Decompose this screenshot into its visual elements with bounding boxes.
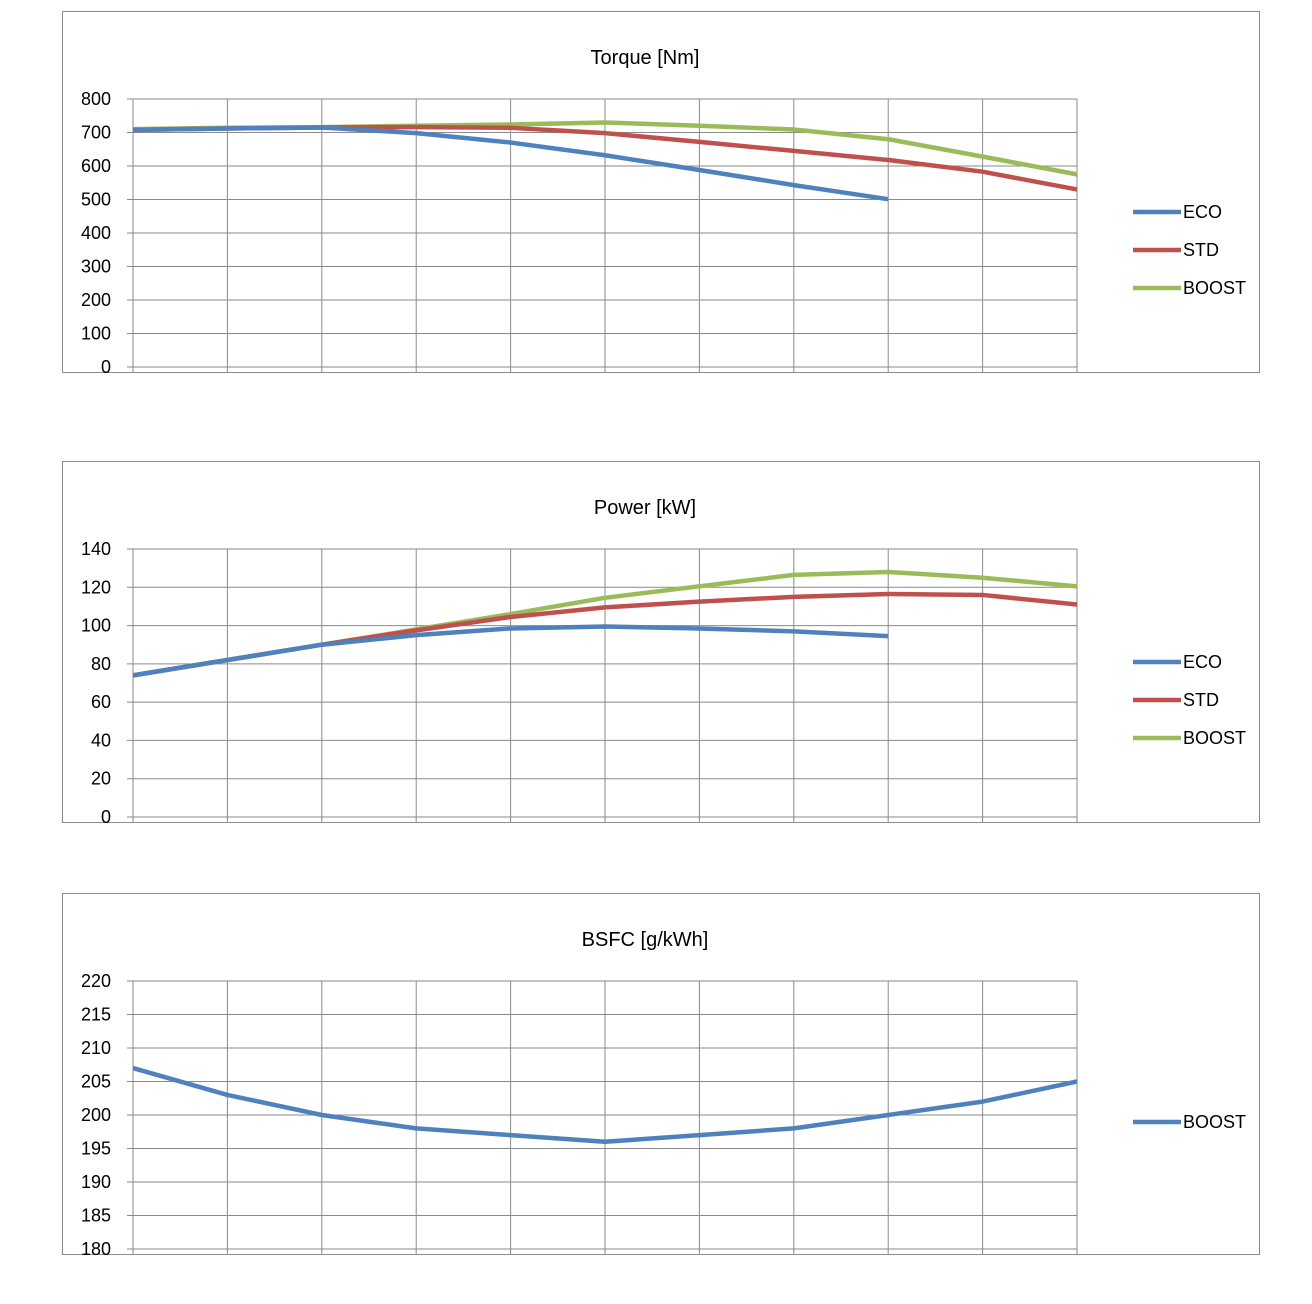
torque-y-tick-label: 500 (81, 190, 111, 210)
bsfc-series-boost-line (132, 1065, 1078, 1145)
torque-y-tick-label: 200 (81, 290, 111, 310)
torque-chart-title: Torque [Nm] (591, 47, 700, 69)
power-legend-label-boost: BOOST (1183, 728, 1246, 748)
power-y-tick-label: 20 (91, 769, 111, 789)
power-y-tick-label: 60 (91, 692, 111, 712)
power-y-tick-label: 80 (91, 654, 111, 674)
bsfc-legend-label-boost: BOOST (1183, 1112, 1246, 1132)
bsfc-chart-title: BSFC [g/kWh] (582, 929, 709, 951)
bsfc-chart-svg: BSFC [g/kWh]1801851901952002052102152201… (81, 929, 1246, 1256)
power-y-tick-label: 40 (91, 730, 111, 750)
torque-legend-label-boost: BOOST (1183, 278, 1246, 298)
torque-y-tick-label: 800 (81, 89, 111, 109)
power-chart-title: Power [kW] (594, 497, 696, 519)
torque-y-tick-label: 0 (101, 357, 111, 374)
torque-y-tick-label: 300 (81, 257, 111, 277)
torque-legend-label-std: STD (1183, 240, 1219, 260)
power-y-tick-label: 0 (101, 807, 111, 824)
bsfc-y-tick-label: 185 (81, 1206, 111, 1226)
power-series-eco-line (132, 624, 889, 678)
power-y-tick-label: 100 (81, 616, 111, 636)
power-chart-svg: Power [kW]020406080100120140100011001200… (81, 497, 1246, 824)
bsfc-y-tick-label: 220 (81, 971, 111, 991)
torque-y-tick-label: 100 (81, 324, 111, 344)
torque-chart: Torque [Nm]01002003004005006007008001000… (62, 11, 1260, 374)
bsfc-chart: BSFC [g/kWh]1801851901952002052102152201… (62, 893, 1260, 1256)
power-chart: Power [kW]020406080100120140100011001200… (62, 461, 1260, 824)
bsfc-y-tick-label: 195 (81, 1139, 111, 1159)
bsfc-y-tick-label: 205 (81, 1072, 111, 1092)
power-y-tick-label: 140 (81, 539, 111, 559)
bsfc-y-tick-label: 190 (81, 1172, 111, 1192)
power-legend-label-std: STD (1183, 690, 1219, 710)
torque-legend-label-eco: ECO (1183, 202, 1222, 222)
torque-y-tick-label: 600 (81, 156, 111, 176)
bsfc-y-tick-label: 210 (81, 1038, 111, 1058)
torque-series-eco-line (132, 125, 889, 202)
power-legend-label-eco: ECO (1183, 652, 1222, 672)
power-y-tick-label: 120 (81, 577, 111, 597)
torque-y-tick-label: 700 (81, 123, 111, 143)
bsfc-y-tick-label: 200 (81, 1105, 111, 1125)
torque-y-tick-label: 400 (81, 223, 111, 243)
bsfc-y-tick-label: 180 (81, 1239, 111, 1256)
bsfc-y-tick-label: 215 (81, 1005, 111, 1025)
torque-chart-svg: Torque [Nm]01002003004005006007008001000… (81, 47, 1246, 374)
